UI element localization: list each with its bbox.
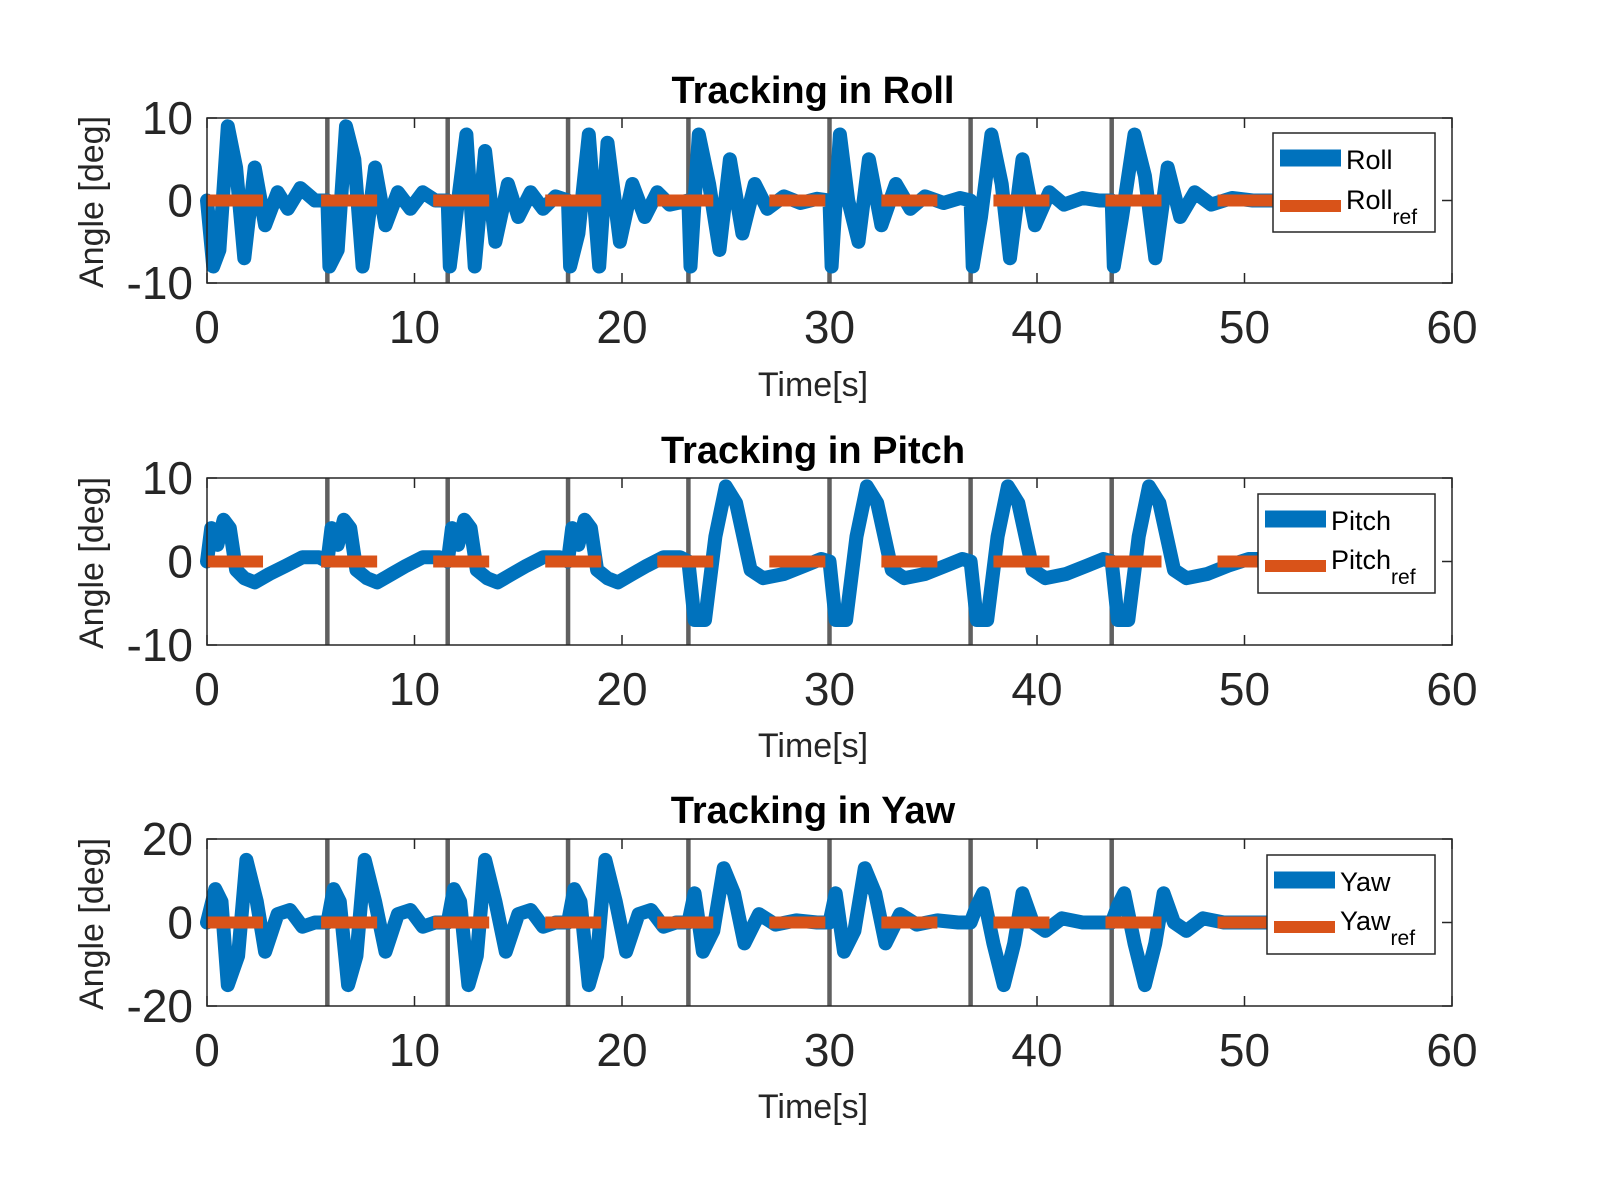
series-line-roll bbox=[200, 119, 1281, 274]
subplot-yaw: Tracking in Yaw Time[s] Angle [deg] 0 10 2… bbox=[73, 790, 1478, 1126]
y-tick-label: 10 bbox=[142, 452, 193, 504]
x-tick-label: 30 bbox=[804, 663, 855, 715]
x-tick-label: 20 bbox=[596, 1024, 647, 1076]
y-tick-label: 0 bbox=[167, 897, 193, 949]
x-tick-label: 0 bbox=[194, 1024, 220, 1076]
y-tick-label: 0 bbox=[167, 175, 193, 227]
legend-label-actual: Pitch bbox=[1331, 506, 1391, 536]
x-tick-label: 30 bbox=[804, 1024, 855, 1076]
x-tick-label: 50 bbox=[1219, 1024, 1270, 1076]
x-tick-label: 0 bbox=[194, 663, 220, 715]
x-tick-label: 60 bbox=[1426, 1024, 1477, 1076]
x-tick-label: 20 bbox=[596, 663, 647, 715]
legend-label-reference-main: Pitch bbox=[1331, 545, 1391, 575]
y-axis-label: Angle [deg] bbox=[73, 477, 111, 649]
subplot-pitch: Tracking in Pitch Time[s] Angle [deg] 0 1… bbox=[73, 430, 1478, 765]
x-tick-label: 10 bbox=[389, 663, 440, 715]
x-tick-label: 40 bbox=[1011, 301, 1062, 353]
y-tick-label: 0 bbox=[167, 536, 193, 588]
chart-title: Tracking in Roll bbox=[672, 70, 955, 112]
legend-label-reference: Yawref bbox=[1340, 906, 1415, 950]
legend-label-reference-sub: ref bbox=[1391, 566, 1416, 589]
legend-label-reference: Pitchref bbox=[1331, 545, 1416, 589]
axes-box bbox=[206, 117, 1453, 284]
x-axis-label: Time[s] bbox=[758, 1088, 868, 1126]
y-tick-label: 20 bbox=[142, 813, 193, 865]
y-tick-label: -10 bbox=[127, 619, 193, 671]
x-axis-label: Time[s] bbox=[758, 366, 868, 404]
x-tick-label: 10 bbox=[389, 301, 440, 353]
x-tick-label: 60 bbox=[1426, 663, 1477, 715]
y-tick-label: 10 bbox=[142, 92, 193, 144]
x-tick-label: 20 bbox=[596, 301, 647, 353]
legend-label-actual: Yaw bbox=[1340, 867, 1391, 897]
x-tick-label: 50 bbox=[1219, 301, 1270, 353]
x-tick-label: 40 bbox=[1011, 663, 1062, 715]
y-tick-label: -10 bbox=[127, 257, 193, 309]
x-tick-label: 30 bbox=[804, 301, 855, 353]
axes-box bbox=[206, 477, 1453, 646]
legend-label-reference: Rollref bbox=[1346, 185, 1417, 229]
legend: Pitch Pitchref bbox=[1257, 493, 1436, 594]
x-tick-label: 50 bbox=[1219, 663, 1270, 715]
legend-label-actual: Roll bbox=[1346, 145, 1393, 175]
legend-label-reference-sub: ref bbox=[1391, 927, 1416, 950]
subplot-roll: Tracking in Roll Time[s] Angle [deg] 0 10… bbox=[73, 70, 1478, 404]
y-tick-label: -20 bbox=[127, 980, 193, 1032]
y-axis-label: Angle [deg] bbox=[73, 116, 111, 288]
x-tick-label: 60 bbox=[1426, 301, 1477, 353]
x-tick-label: 0 bbox=[194, 301, 220, 353]
legend: Yaw Yawref bbox=[1266, 854, 1436, 955]
legend-label-reference-main: Roll bbox=[1346, 185, 1393, 215]
y-axis-label: Angle [deg] bbox=[73, 838, 111, 1010]
x-tick-label: 10 bbox=[389, 1024, 440, 1076]
axes-box bbox=[206, 838, 1453, 1007]
legend: Roll Rollref bbox=[1272, 132, 1436, 233]
series-layer bbox=[200, 119, 1281, 274]
chart-title: Tracking in Yaw bbox=[671, 790, 956, 832]
x-tick-label: 40 bbox=[1011, 1024, 1062, 1076]
chart-title: Tracking in Pitch bbox=[661, 430, 965, 472]
x-axis-label: Time[s] bbox=[758, 727, 868, 765]
legend-label-reference-sub: ref bbox=[1393, 206, 1418, 229]
legend-label-reference-main: Yaw bbox=[1340, 906, 1391, 936]
